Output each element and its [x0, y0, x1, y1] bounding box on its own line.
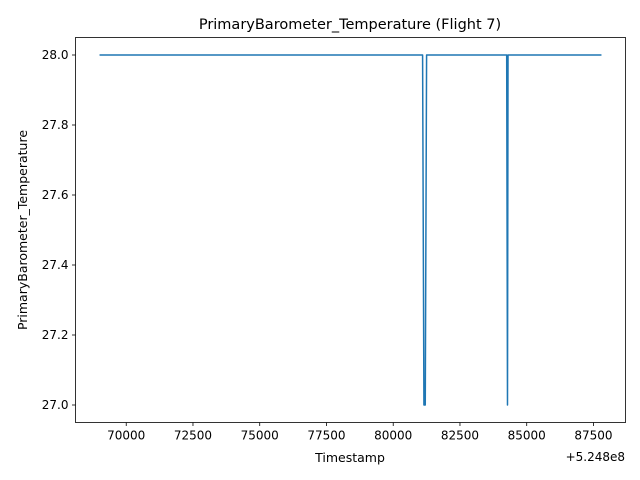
plot-frame	[75, 37, 626, 423]
x-offset-label: +5.248e8	[566, 450, 625, 464]
y-tick-label: 27.2	[42, 328, 69, 342]
y-axis-label: PrimaryBarometer_Temperature	[15, 130, 30, 330]
chart-title: PrimaryBarometer_Temperature (Flight 7)	[199, 17, 501, 33]
y-tick-label: 27.4	[42, 258, 69, 272]
plot-area	[75, 37, 626, 423]
x-tick-label: 77500	[307, 429, 345, 443]
y-tick-label: 27.8	[42, 118, 69, 132]
x-tick-label: 82500	[441, 429, 479, 443]
x-tick-label: 85000	[508, 429, 546, 443]
x-tick-label: 75000	[241, 429, 279, 443]
y-tick-label: 27.0	[42, 398, 69, 412]
y-tick-label: 27.6	[42, 188, 69, 202]
series-layer	[99, 54, 602, 406]
series-line-0	[99, 54, 602, 406]
x-tick-label: 70000	[107, 429, 145, 443]
y-tick-label: 28.0	[42, 48, 69, 62]
x-axis: 70000 72500 75000 77500 80000 82500 85000 87500	[107, 422, 613, 443]
x-axis-label: Timestamp	[314, 450, 385, 465]
y-axis: 27.0 27.2 27.4 27.6 27.8 28.0	[42, 48, 76, 412]
x-tick-label: 87500	[574, 429, 612, 443]
x-tick-label: 80000	[374, 429, 412, 443]
x-tick-label: 72500	[174, 429, 212, 443]
